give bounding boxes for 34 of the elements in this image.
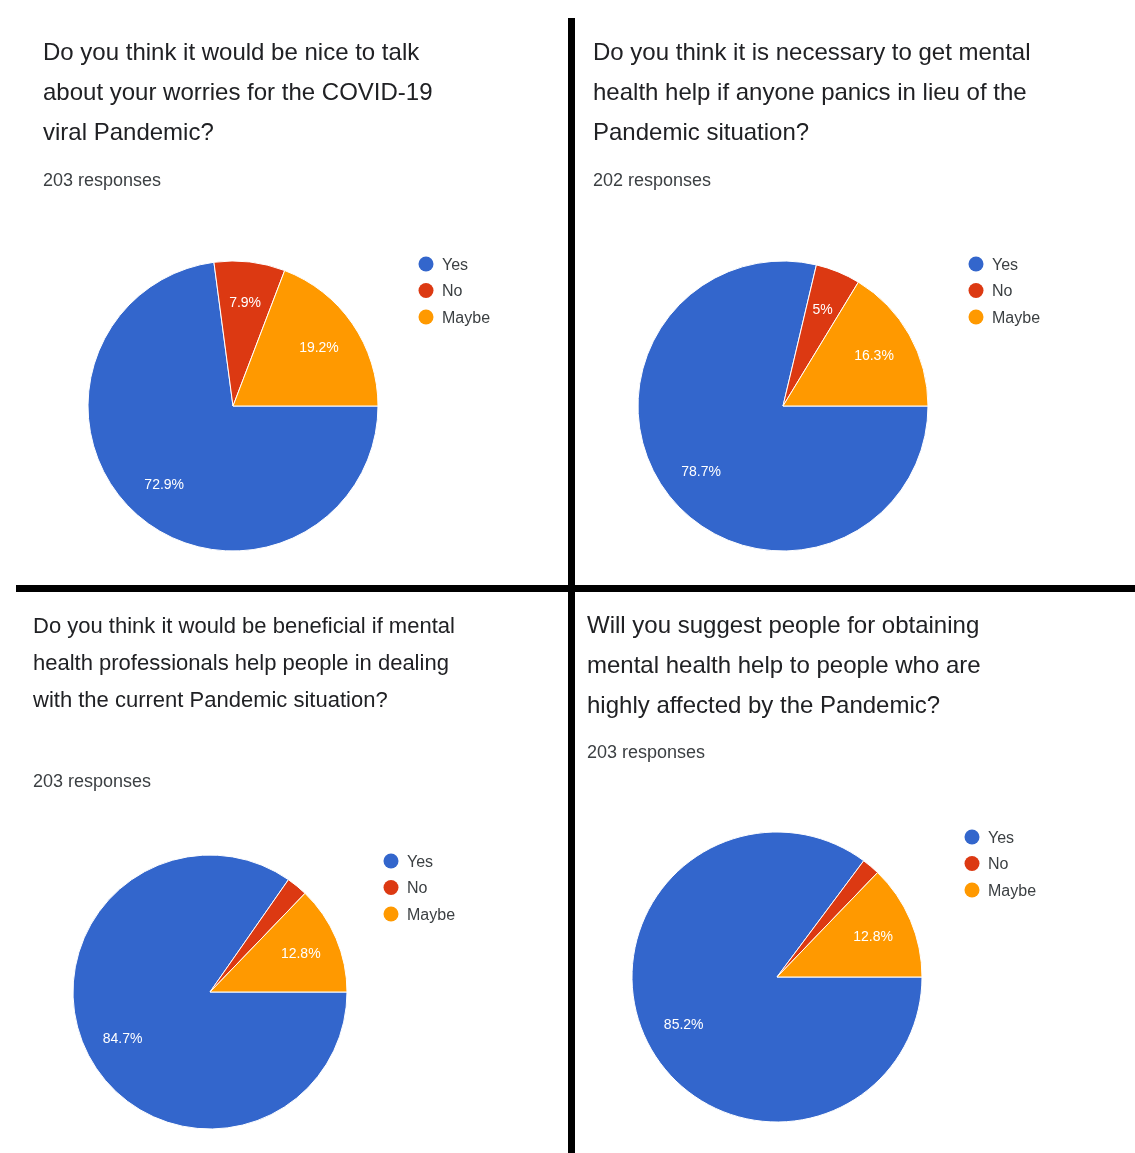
legend-label: No [992, 282, 1013, 300]
data-label: 72.9% [144, 476, 185, 493]
chart-subtitle: 203 responses [587, 742, 706, 762]
legend-label: Maybe [992, 308, 1041, 326]
data-label: 12.8% [280, 945, 321, 962]
legend-label: Yes [442, 255, 469, 273]
legend-label: Maybe [442, 308, 491, 326]
data-label: 16.3% [854, 346, 894, 363]
legend-label: Maybe [988, 881, 1037, 899]
legend-label: Yes [407, 852, 434, 870]
pie-slice [72, 854, 348, 1130]
data-label: 5% [812, 301, 833, 318]
pie-slice [637, 260, 929, 552]
legend-label: No [407, 879, 428, 897]
chart-subtitle: 202 responses [593, 170, 712, 190]
chart-title: Do you think it would be beneficial if mental health professionals help people in dealing with the current Pandemic situation? [32, 613, 455, 712]
legend-label: Maybe [407, 905, 456, 923]
data-label: 84.7% [102, 1029, 143, 1046]
legend-label: Yes [992, 255, 1019, 273]
legend-label: No [442, 282, 463, 300]
data-label: 12.8% [853, 928, 893, 945]
legend-label: Yes [988, 828, 1015, 846]
chart-subtitle: 203 responses [43, 170, 162, 190]
data-label: 7.9% [229, 294, 262, 311]
data-label: 19.2% [299, 338, 339, 355]
chart-subtitle: 203 responses [33, 771, 152, 791]
chart-title: Do you think it is necessary to get mental health help if anyone panics in lieu of the Pandemic situation? [593, 38, 1031, 145]
chart-title: Do you think it would be nice to talk about your worries for the COVID-19 viral Pandemic? [43, 38, 433, 145]
pie-slice [631, 831, 923, 1123]
chart-title: Will you suggest people for obtaining mental health help to people who are highly affected by the Pandemic? [587, 611, 981, 718]
pie-slice [87, 261, 379, 552]
data-label: 78.7% [681, 462, 721, 479]
data-label: 85.2% [663, 1015, 704, 1032]
legend-label: No [988, 855, 1009, 873]
